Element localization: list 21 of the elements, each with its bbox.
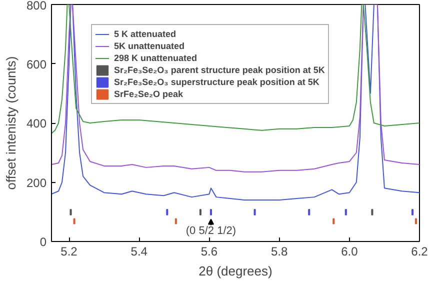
legend-label: SrFe₂Se₂O peak [114, 88, 184, 100]
legend-label: Sr₂Fe₃Se₂O₃ parent structure peak position at 5K [114, 64, 325, 76]
legend-label: 5K unattenuated [114, 40, 185, 52]
x-tick-label: 5.8 [270, 244, 288, 258]
legend-label: 298 K unattenuated [114, 52, 198, 64]
x-tick-label: 6.2 [411, 244, 428, 258]
x-tick-label: 5.6 [200, 244, 218, 258]
x-tick-label: 6.0 [341, 244, 358, 258]
annotation: (0 5/2 1/2) [186, 225, 236, 238]
y-tick-label: 600 [26, 57, 47, 72]
y-tick-label: 0 [40, 235, 47, 249]
y-axis-title: offset intenisty (counts) [3, 56, 18, 190]
line-series [52, 4, 420, 134]
y-tick-label: 400 [26, 116, 47, 130]
legend-label: Sr₂Fe₃Se₂O₃ superstructure peak position at 5K [114, 76, 320, 88]
x-tick-label: 5.4 [130, 244, 148, 258]
y-tick-label: 200 [26, 176, 47, 190]
y-tick-label: 800 [26, 0, 47, 12]
x-axis-title: 2θ (degrees) [198, 264, 272, 278]
legend-label: 5 K attenuated [114, 28, 176, 40]
x-tick-label: 5.2 [60, 244, 78, 258]
